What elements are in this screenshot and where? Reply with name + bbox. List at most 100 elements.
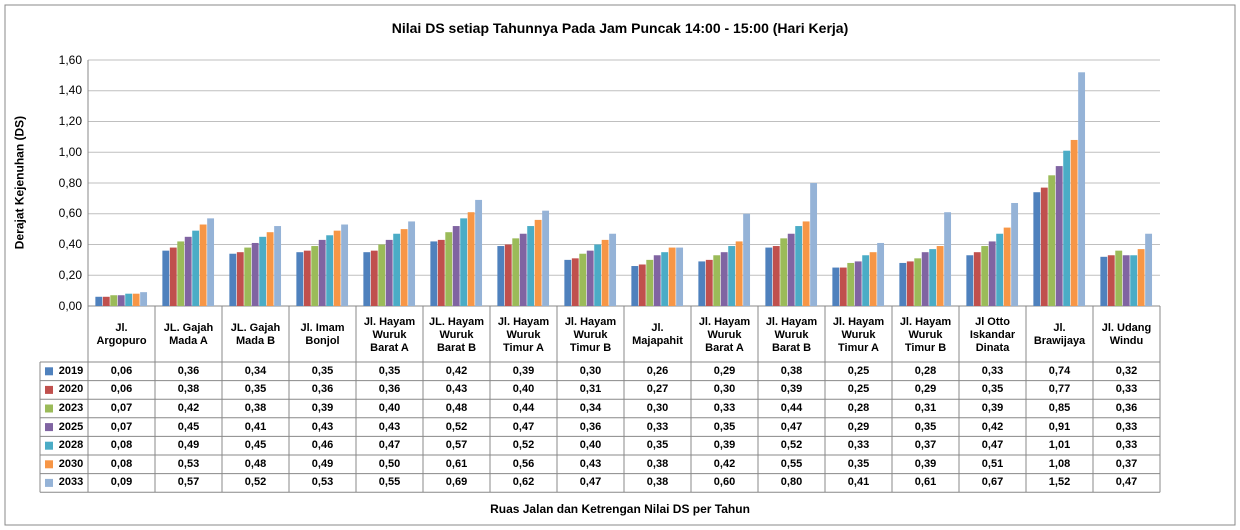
table-value: 0,36 [311,383,334,396]
bar [847,262,855,306]
category-label: JL. Gajah Mada A [163,322,214,347]
bar [631,266,639,306]
table-value: 0,91 [1048,420,1071,433]
bar [877,242,885,306]
bar [512,238,520,306]
bar [475,199,483,306]
table-value: 0,33 [981,364,1004,377]
bar [497,246,505,306]
table-value: 0,33 [847,439,870,452]
legend-key [45,404,53,413]
table-value: 0,33 [1115,439,1138,452]
bar [1115,250,1123,306]
table-value: 0,32 [1115,364,1138,377]
table-value: 0,74 [1048,364,1071,377]
table-value: 0,27 [646,383,669,396]
bar [1055,166,1063,306]
bar [117,295,125,306]
bar [251,242,259,306]
bar [1145,233,1153,306]
bar [936,246,944,306]
table-value: 0,80 [780,476,803,489]
bar [460,218,468,306]
table-value: 0,07 [110,401,133,414]
bar [586,250,594,306]
bar [638,264,646,306]
table-value: 0,47 [579,476,602,489]
y-tick-label: 1,40 [58,83,82,98]
table-value: 0,29 [914,383,937,396]
table-value: 0,51 [981,457,1004,470]
table-value: 0,35 [646,439,669,452]
legend-label: 2028 [58,439,84,452]
y-tick-label: 1,20 [58,114,82,128]
table-value: 0,35 [244,383,267,396]
table-value: 0,41 [847,476,870,489]
table-value: 0,37 [914,439,937,452]
bar [445,232,453,306]
bar [125,293,133,306]
bar [594,244,602,306]
bar [378,244,386,306]
bar [973,252,981,306]
bar [177,241,185,306]
table-value: 0,34 [579,401,602,414]
chart-title: Nilai DS setiap Tahunnya Pada Jam Puncak… [391,20,849,36]
legend-key [45,441,53,450]
bar [661,252,669,306]
bar [906,261,914,306]
bar [944,212,952,306]
bar [244,247,252,306]
table-value: 0,52 [244,476,267,489]
table-value: 0,67 [981,476,1004,489]
table-value: 0,60 [713,476,736,489]
y-tick-label: 1,60 [58,52,82,67]
table-value: 0,30 [646,401,669,414]
bar [780,238,788,306]
table-value: 0,55 [378,476,401,489]
table-value: 0,08 [110,439,133,452]
bar [259,236,267,306]
table-value: 0,47 [780,420,803,433]
category-label: Jl. Hayam Wuruk Timur A [497,315,550,354]
bar [653,255,661,306]
legend-label: 2033 [58,476,84,489]
bar [437,239,445,306]
table-value: 0,48 [445,401,468,414]
legend-label: 2030 [58,457,84,470]
bar [862,255,870,306]
table-value: 0,61 [914,476,937,489]
bar [400,229,408,306]
table-value: 0,35 [981,383,1004,396]
table-value: 0,56 [512,457,535,470]
category-label: Jl. Udang Windu [1101,322,1152,347]
table-value: 0,39 [311,401,334,414]
bar [1070,139,1078,306]
table-value: 0,33 [646,420,669,433]
legend-key [45,478,53,487]
bar [467,212,475,306]
bar [981,246,989,306]
table-value: 0,57 [445,439,468,452]
table-value: 0,38 [646,476,669,489]
table-value: 0,52 [780,439,803,452]
bar [735,241,743,306]
table-value: 0,35 [378,364,401,377]
bar [839,267,847,306]
table-value: 0,35 [847,457,870,470]
table-value: 1,01 [1048,439,1071,452]
category-label: JL. Gajah Mada B [230,322,281,347]
bar [676,247,684,306]
table-value: 0,34 [244,364,267,377]
table-value: 0,09 [110,476,133,489]
bar [609,233,617,306]
bar [296,252,304,306]
bar [192,230,200,306]
bar [236,252,244,306]
table-value: 0,30 [579,364,602,377]
bar [854,261,862,306]
bar [795,226,803,306]
table-value: 0,43 [378,420,401,433]
bar [810,183,818,306]
